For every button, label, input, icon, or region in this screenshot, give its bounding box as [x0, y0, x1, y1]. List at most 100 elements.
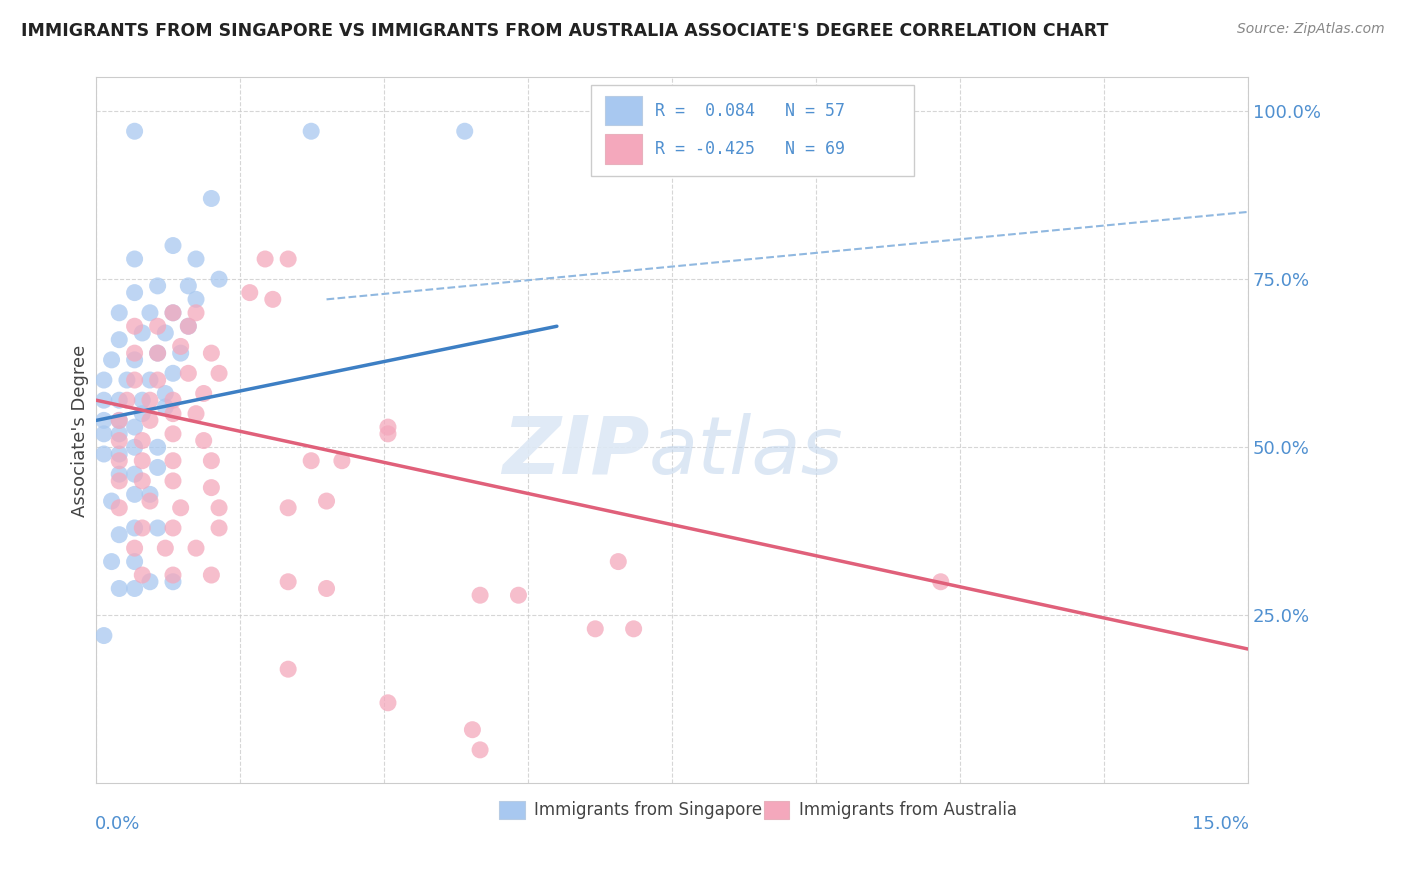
Point: [315, 582, 337, 596]
Point: [299, 124, 322, 138]
Point: [155, 400, 177, 414]
FancyBboxPatch shape: [592, 85, 914, 177]
Point: [155, 326, 177, 340]
Text: Immigrants from Singapore: Immigrants from Singapore: [534, 801, 762, 819]
Point: [277, 252, 299, 266]
Bar: [763, 801, 790, 819]
Point: [108, 447, 131, 461]
Point: [184, 252, 207, 266]
Point: [124, 467, 146, 482]
Point: [108, 413, 131, 427]
Point: [162, 306, 184, 320]
Point: [146, 279, 169, 293]
Point: [377, 426, 399, 441]
Point: [108, 333, 131, 347]
Point: [330, 454, 353, 468]
Point: [208, 500, 231, 515]
Point: [262, 293, 284, 307]
Point: [299, 454, 322, 468]
Text: R = -0.425   N = 69: R = -0.425 N = 69: [655, 140, 845, 159]
Point: [108, 393, 131, 408]
Point: [139, 574, 162, 589]
Point: [131, 326, 153, 340]
Point: [162, 393, 184, 408]
Text: Source: ZipAtlas.com: Source: ZipAtlas.com: [1237, 22, 1385, 37]
Point: [177, 319, 200, 334]
Point: [929, 574, 952, 589]
Point: [124, 487, 146, 501]
Text: ZIP: ZIP: [502, 413, 650, 491]
Point: [108, 474, 131, 488]
Point: [277, 662, 299, 676]
Point: [93, 629, 115, 643]
Point: [162, 454, 184, 468]
Point: [146, 521, 169, 535]
Point: [108, 582, 131, 596]
Text: 0.0%: 0.0%: [96, 815, 141, 833]
Point: [162, 238, 184, 252]
Point: [139, 373, 162, 387]
Point: [208, 367, 231, 381]
Point: [131, 521, 153, 535]
Text: Immigrants from Australia: Immigrants from Australia: [799, 801, 1017, 819]
Point: [162, 407, 184, 421]
Point: [124, 420, 146, 434]
Point: [623, 622, 645, 636]
Point: [162, 474, 184, 488]
Point: [108, 454, 131, 468]
Point: [162, 367, 184, 381]
Point: [108, 413, 131, 427]
Point: [315, 494, 337, 508]
Point: [155, 386, 177, 401]
Point: [131, 454, 153, 468]
Point: [139, 494, 162, 508]
Point: [454, 124, 477, 138]
Point: [124, 373, 146, 387]
Text: atlas: atlas: [650, 413, 844, 491]
Point: [139, 487, 162, 501]
Point: [461, 723, 484, 737]
Point: [468, 743, 491, 757]
Point: [93, 447, 115, 461]
Point: [100, 555, 122, 569]
Point: [115, 373, 138, 387]
Point: [184, 306, 207, 320]
Point: [377, 420, 399, 434]
Point: [139, 393, 162, 408]
Bar: [605, 134, 643, 163]
Point: [169, 500, 191, 515]
Point: [208, 521, 231, 535]
Point: [124, 521, 146, 535]
Point: [583, 622, 606, 636]
Point: [146, 373, 169, 387]
Point: [124, 346, 146, 360]
Point: [146, 319, 169, 334]
Point: [200, 346, 222, 360]
Point: [184, 407, 207, 421]
Point: [100, 494, 122, 508]
Point: [162, 574, 184, 589]
Text: 15.0%: 15.0%: [1192, 815, 1249, 833]
Bar: [499, 801, 524, 819]
Point: [108, 500, 131, 515]
Point: [93, 426, 115, 441]
Point: [184, 293, 207, 307]
Point: [93, 413, 115, 427]
Point: [155, 541, 177, 556]
Point: [277, 500, 299, 515]
Point: [131, 568, 153, 582]
Point: [124, 541, 146, 556]
Point: [169, 339, 191, 353]
Point: [254, 252, 277, 266]
Point: [184, 541, 207, 556]
Text: IMMIGRANTS FROM SINGAPORE VS IMMIGRANTS FROM AUSTRALIA ASSOCIATE'S DEGREE CORREL: IMMIGRANTS FROM SINGAPORE VS IMMIGRANTS …: [21, 22, 1108, 40]
Point: [139, 306, 162, 320]
Point: [124, 555, 146, 569]
Point: [124, 582, 146, 596]
Point: [108, 306, 131, 320]
Point: [162, 306, 184, 320]
Point: [100, 352, 122, 367]
Point: [131, 393, 153, 408]
Point: [124, 440, 146, 454]
Point: [200, 192, 222, 206]
